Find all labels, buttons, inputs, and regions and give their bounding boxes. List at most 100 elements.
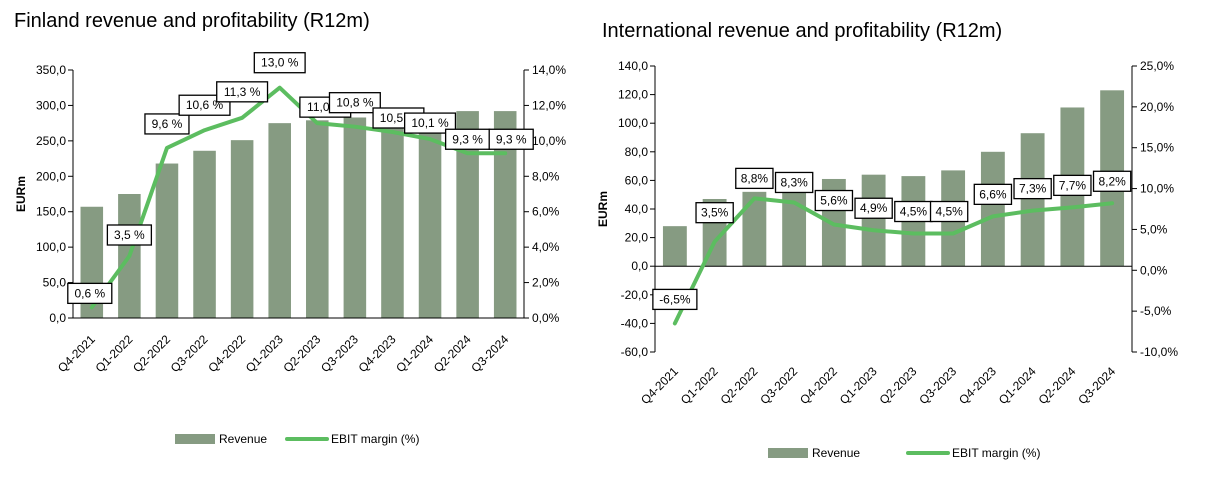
finland-data-label: 11,3 % (224, 85, 261, 99)
finland-data-label: 13,0 % (261, 56, 299, 70)
international-data-label: 8,2% (1098, 174, 1126, 188)
international-data-label: 5,6% (820, 194, 848, 208)
international-data-label-box (929, 200, 969, 223)
finland-data-label: 10,1 % (411, 116, 449, 130)
finland-revenue-bar (306, 120, 329, 319)
finland-category-label: Q1-2024 (393, 332, 436, 375)
finland-category-label: Q3-2022 (168, 332, 211, 375)
finland-data-label: 10,6 % (186, 98, 224, 112)
finland-data-label-box (403, 112, 457, 134)
international-category-label: Q1-2024 (996, 364, 1039, 407)
finland-left-tick-label: 150,0 (36, 205, 66, 219)
international-data-label-box (735, 167, 774, 190)
international-chart-svg: -60,0 -40,0 -20,0 0,0 20,0 40,0 60,0 80,0 100,0 1… (596, 59, 1178, 460)
finland-data-label: 10,8 % (336, 96, 374, 110)
finland-category-label: Q2-2022 (130, 332, 173, 375)
finland-left-tick-label: 0,0 (49, 311, 66, 325)
finland-revenue-bar (418, 112, 442, 318)
finland-data-label: 9,6 % (152, 117, 183, 131)
international-legend-revenue-label: Revenue (812, 446, 860, 460)
international-data-label-box (1092, 170, 1132, 192)
finland-revenue-bar (381, 113, 404, 318)
international-right-tick-label: 10,0% (1140, 182, 1174, 196)
international-data-label: 4,5% (900, 205, 928, 219)
international-category-label: Q1-2022 (678, 364, 721, 407)
finland-category-label: Q4-2021 (55, 332, 98, 375)
finland-category-label: Q2-2024 (431, 332, 474, 375)
finland-data-label: 9,3 % (452, 132, 483, 146)
finland-chart-svg: 0,0 50,0 100,0 150,0 200,0 250,0 300,0 350,0 0,0… (14, 52, 566, 446)
international-data-label-box (814, 189, 854, 212)
international-left-tick-label: 40,0 (625, 202, 649, 216)
international-data-label-box (652, 288, 698, 311)
finland-left-tick-label: 300,0 (36, 98, 66, 112)
finland-left-tick-label: 50,0 (43, 276, 67, 290)
finland-data-label-box (144, 113, 190, 135)
international-data-label: 8,8% (741, 171, 769, 185)
finland-data-label-box (488, 128, 534, 150)
international-category-label: Q2-2023 (877, 364, 920, 407)
finland-data-label: 9,3 % (496, 132, 527, 146)
international-right-tick-label: -10,0% (1140, 345, 1178, 359)
international-data-label: 7,7% (1059, 178, 1087, 192)
international-right-tick-label: 25,0% (1140, 59, 1174, 73)
finland-left-tick-label: 200,0 (36, 169, 66, 183)
international-revenue-bar (1020, 133, 1045, 267)
finland-left-tick-label: 250,0 (36, 134, 66, 148)
international-left-tick-label: 120,0 (618, 88, 648, 102)
international-left-tick-label: 80,0 (625, 145, 649, 159)
finland-revenue-bar (230, 140, 254, 318)
finland-revenue-bar (193, 150, 216, 318)
finland-legend-revenue-swatch (175, 434, 215, 444)
international-data-label: 3,5% (701, 206, 729, 220)
international-category-label: Q4-2022 (797, 364, 840, 407)
international-data-label: 4,5% (935, 205, 963, 219)
international-data-label-box (774, 171, 814, 194)
international-left-tick-label: 100,0 (618, 116, 648, 130)
finland-revenue-bar (456, 111, 479, 319)
international-y-axis-label: EURm (596, 191, 610, 227)
finland-revenue-bar (155, 163, 179, 318)
international-left-tick-label: 20,0 (625, 231, 649, 245)
international-data-label-box (1053, 174, 1092, 197)
international-category-label: Q1-2023 (837, 364, 880, 407)
finland-category-label: Q4-2023 (356, 332, 399, 375)
international-right-tick-label: 15,0% (1140, 141, 1174, 155)
international-data-label-box (1013, 177, 1052, 200)
finland-right-tick-label: 6,0% (532, 205, 560, 219)
international-category-label: Q4-2021 (638, 364, 681, 407)
finland-left-tick-label: 100,0 (36, 240, 66, 254)
finland-category-label: Q2-2023 (280, 332, 323, 375)
finland-data-label-box (328, 92, 381, 114)
finland-right-tick-label: 8,0% (532, 169, 560, 183)
finland-right-tick-label: 14,0% (532, 63, 566, 77)
international-category-label: Q2-2024 (1036, 364, 1079, 407)
international-revenue-bar (662, 226, 687, 267)
finland-right-tick-label: 12,0% (532, 98, 566, 112)
international-data-label: 4,9% (860, 201, 888, 215)
international-category-label: Q2-2022 (718, 364, 761, 407)
finland-right-tick-label: 0,0% (532, 311, 560, 325)
international-left-tick-label: -20,0 (621, 288, 649, 302)
international-data-label-box (695, 202, 734, 224)
international-data-label: 7,3% (1019, 182, 1047, 196)
finland-left-tick-label: 350,0 (36, 63, 66, 77)
international-left-tick-label: 60,0 (625, 173, 649, 187)
international-category-label: Q4-2023 (956, 364, 999, 407)
finland-legend-revenue-label: Revenue (219, 432, 267, 446)
international-data-label: 8,3% (780, 175, 808, 189)
finland-category-label: Q4-2022 (205, 332, 248, 375)
international-revenue-bar (980, 151, 1005, 267)
finland-data-label: 0,6 % (74, 286, 105, 300)
finland-right-tick-label: 2,0% (532, 276, 560, 290)
international-data-label-box (854, 197, 893, 219)
finland-legend-ebit-label: EBIT margin (%) (331, 432, 419, 446)
finland-revenue-bar (268, 123, 291, 319)
international-right-tick-label: 5,0% (1140, 222, 1168, 236)
international-data-label-box (973, 183, 1013, 206)
international-legend-revenue-swatch (768, 448, 808, 458)
international-right-tick-label: -5,0% (1140, 304, 1172, 318)
international-right-tick-label: 0,0% (1140, 263, 1168, 277)
finland-y-axis-label: EURm (14, 176, 28, 212)
international-legend-ebit-label: EBIT margin (%) (952, 446, 1040, 460)
